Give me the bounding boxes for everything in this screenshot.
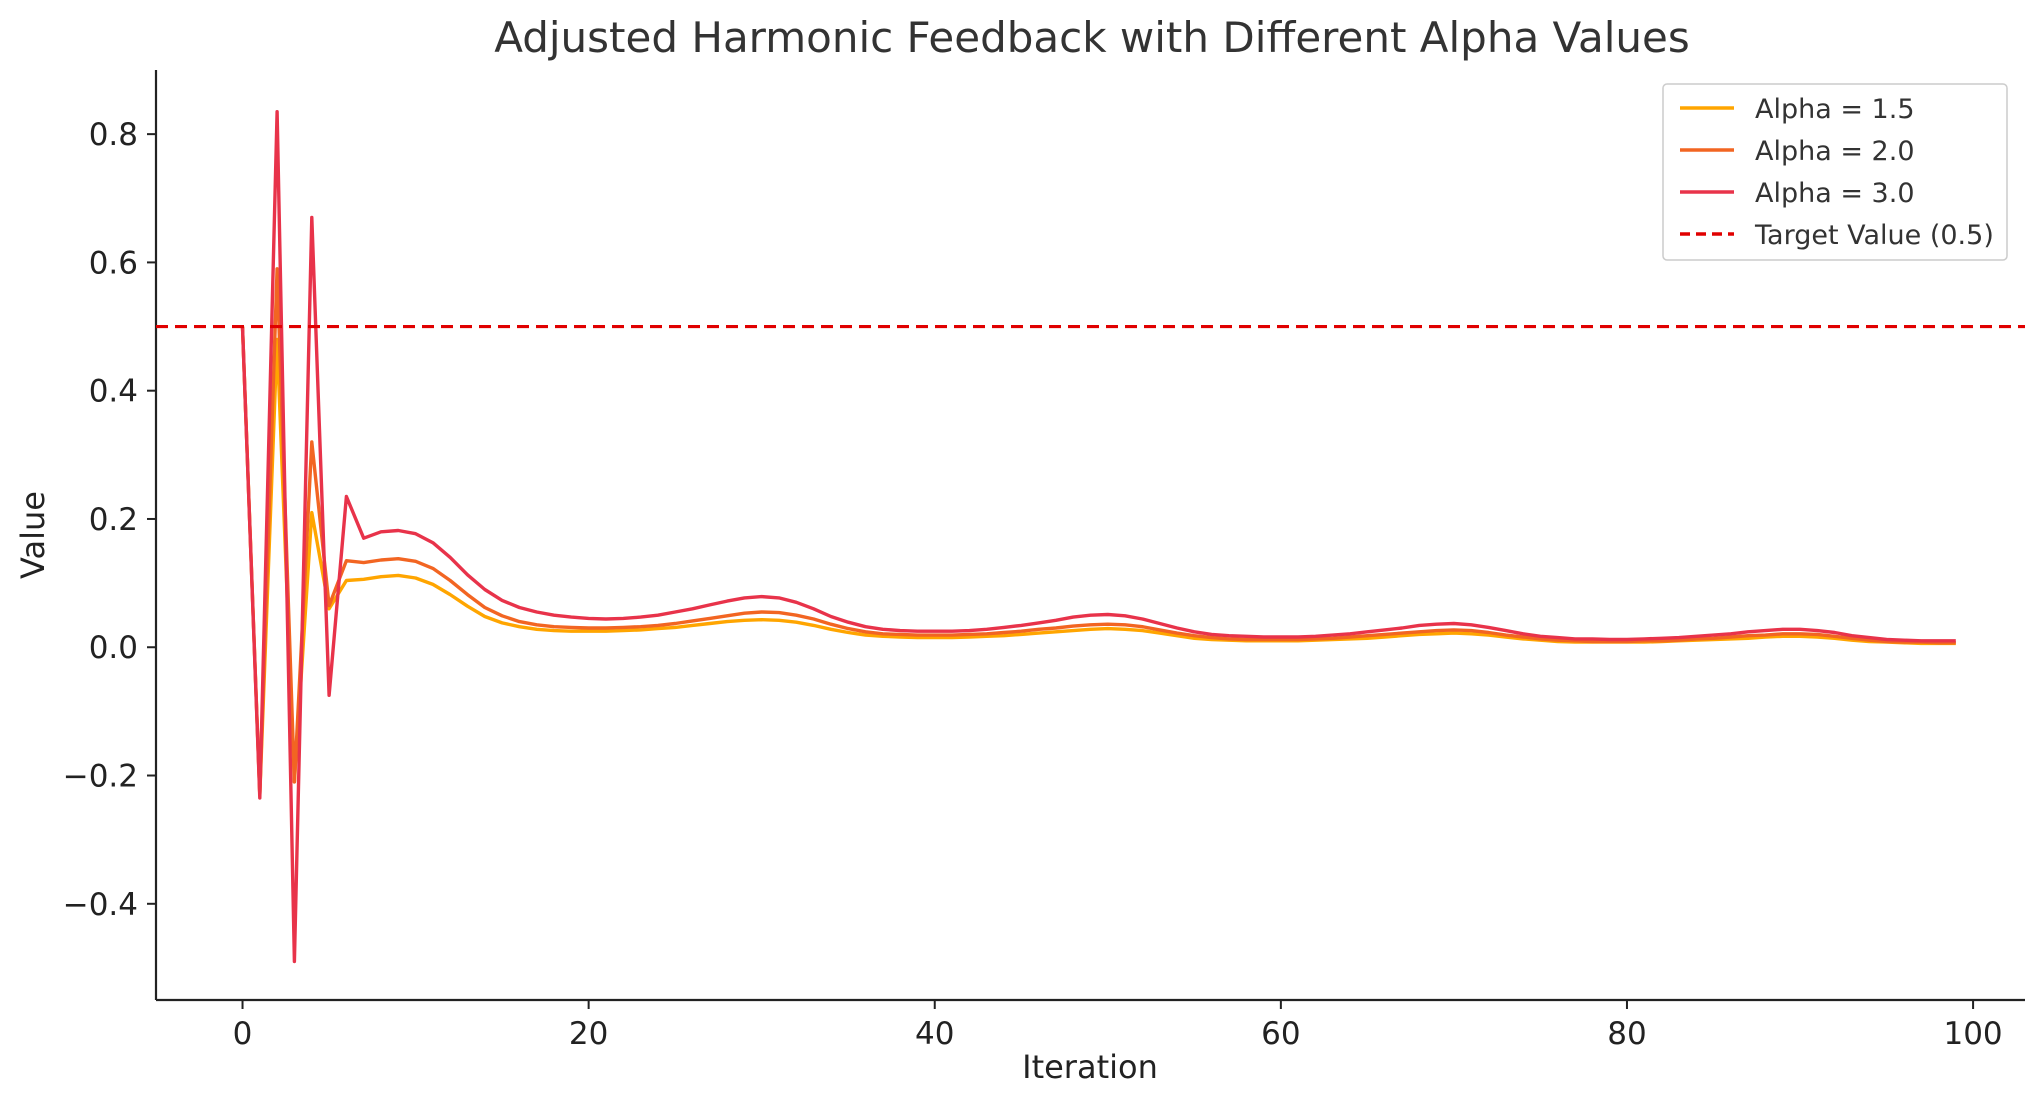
y-axis-label: Value <box>14 491 52 579</box>
plot-area: 0 20 40 60 80 100 −0.4 −0.2 0.0 0.2 0.4 0.6 0.8 <box>63 70 2025 1052</box>
x-tick-label: 0 <box>233 1016 253 1052</box>
y-ticks: −0.4 −0.2 0.0 0.2 0.4 0.6 0.8 <box>63 117 156 923</box>
x-axis-label: Iteration <box>1022 1048 1158 1086</box>
legend-label-alpha-3-0: Alpha = 3.0 <box>1755 178 1915 209</box>
series-line-alpha-2-0 <box>240 267 1956 797</box>
x-tick-label: 40 <box>915 1016 954 1052</box>
x-tick-label: 60 <box>1261 1016 1300 1052</box>
legend-label-alpha-1-5: Alpha = 1.5 <box>1755 94 1915 125</box>
legend: Alpha = 1.5 Alpha = 2.0 Alpha = 3.0 Target … <box>1662 83 2008 261</box>
x-tick-label: 80 <box>1607 1016 1646 1052</box>
x-ticks: 0 20 40 60 80 100 <box>233 1000 2003 1052</box>
legend-box <box>1662 83 2008 261</box>
series-line-alpha-3-0 <box>240 109 1956 964</box>
legend-label-alpha-2-0: Alpha = 2.0 <box>1755 136 1915 167</box>
x-tick-label: 20 <box>569 1016 608 1052</box>
y-tick-label: 0.0 <box>89 630 138 666</box>
chart-title: Adjusted Harmonic Feedback with Differen… <box>494 13 1690 62</box>
y-tick-label: 0.2 <box>89 502 138 538</box>
series-layer <box>156 109 2025 964</box>
x-tick-label: 100 <box>1943 1016 2002 1052</box>
y-tick-label: 0.8 <box>89 117 138 153</box>
y-tick-label: −0.4 <box>63 887 138 923</box>
y-tick-label: −0.2 <box>63 759 138 795</box>
y-tick-label: 0.4 <box>89 374 138 410</box>
legend-items: Alpha = 1.5 Alpha = 2.0 Alpha = 3.0 Target … <box>1680 94 1994 251</box>
y-tick-label: 0.6 <box>89 245 138 281</box>
legend-label-target-value-0-5: Target Value (0.5) <box>1754 220 1994 251</box>
series-line-alpha-1-5 <box>240 326 1956 797</box>
